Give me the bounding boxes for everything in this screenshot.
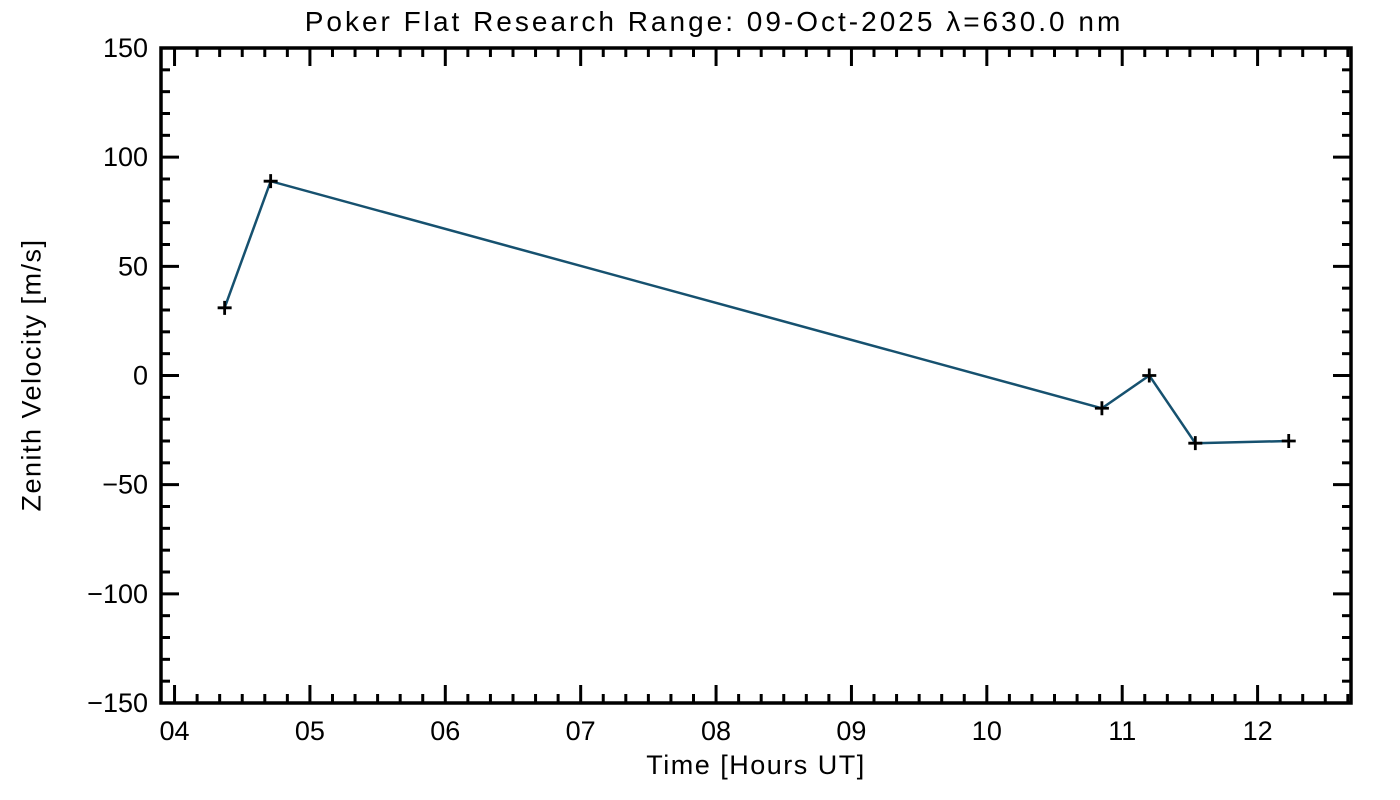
data-point-marker — [217, 300, 232, 315]
x-tick-label: 05 — [295, 716, 325, 746]
data-point-marker — [263, 174, 278, 189]
y-tick-label: 0 — [133, 361, 148, 391]
x-tick-label: 07 — [566, 716, 596, 746]
x-tick-label: 04 — [160, 716, 190, 746]
y-tick-label: −150 — [87, 688, 148, 718]
data-point-marker — [1142, 368, 1157, 383]
y-tick-label: 50 — [118, 251, 148, 281]
y-tick-label: −100 — [87, 579, 148, 609]
x-tick-label: 06 — [430, 716, 460, 746]
data-point-marker — [1188, 436, 1203, 451]
x-tick-label: 08 — [701, 716, 731, 746]
data-line — [223, 179, 1289, 445]
plot-border — [159, 46, 1353, 705]
x-axis-title: Time [Hours UT] — [646, 750, 866, 780]
data-point-marker — [1094, 401, 1109, 416]
y-tick-label: 150 — [103, 33, 148, 63]
y-tick-label: 100 — [103, 142, 148, 172]
x-tick-label: 09 — [836, 716, 866, 746]
data-point-marker — [1281, 434, 1296, 448]
x-tick-label: 11 — [1108, 716, 1136, 746]
x-tick-label: 12 — [1243, 716, 1273, 746]
y-tick-label: −50 — [102, 470, 148, 500]
chart-title: Poker Flat Research Range: 09-Oct-2025 λ… — [304, 6, 1124, 37]
x-tick-label: 10 — [972, 716, 1002, 746]
